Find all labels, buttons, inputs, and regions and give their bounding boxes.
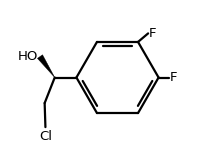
Text: HO: HO — [18, 50, 38, 63]
Text: F: F — [170, 71, 177, 84]
Polygon shape — [38, 55, 55, 78]
Text: Cl: Cl — [39, 130, 52, 143]
Text: F: F — [149, 27, 156, 40]
